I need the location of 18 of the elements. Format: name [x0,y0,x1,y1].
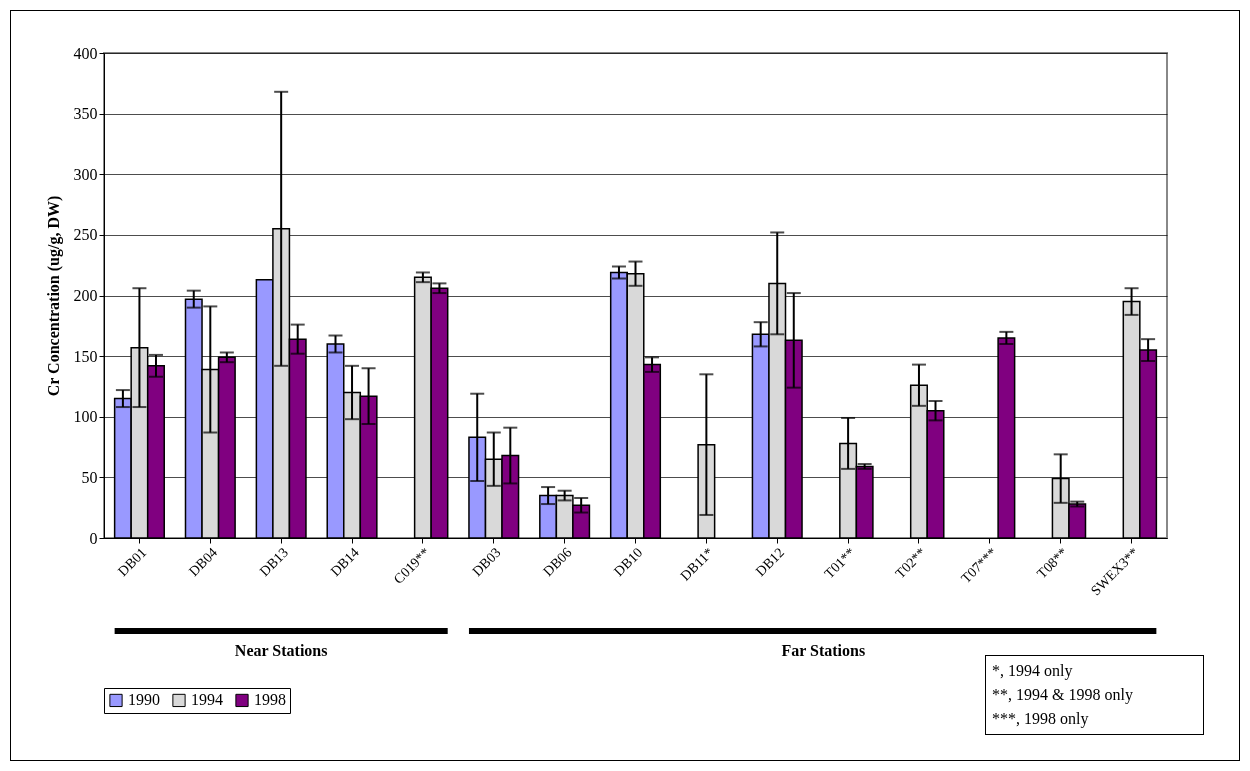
y-tick-label: 300 [73,165,98,183]
text: ***, 1998 only [992,709,1090,730]
text: *, 1994 only [992,661,1074,682]
legend-label: 1994 [191,691,223,709]
y-tick-label: 50 [81,468,98,486]
y-axis-title: Cr Concentration (ug/g, DW) [44,195,63,397]
y-tick-label: 150 [73,347,98,365]
y-tick-label: 250 [73,226,98,244]
legend-label: 1990 [128,691,160,709]
y-tick-label: 100 [73,408,98,426]
y-tick-label: 400 [73,44,98,62]
y-tick-label: 0 [89,529,98,547]
text: Far Stations [781,642,866,659]
legend-label: 1998 [254,691,286,709]
y-tick-label: 350 [73,105,98,123]
text: Near Stations [234,642,328,659]
y-tick-label: 200 [73,287,98,304]
text: **, 1994 & 1998 only [992,685,1134,706]
